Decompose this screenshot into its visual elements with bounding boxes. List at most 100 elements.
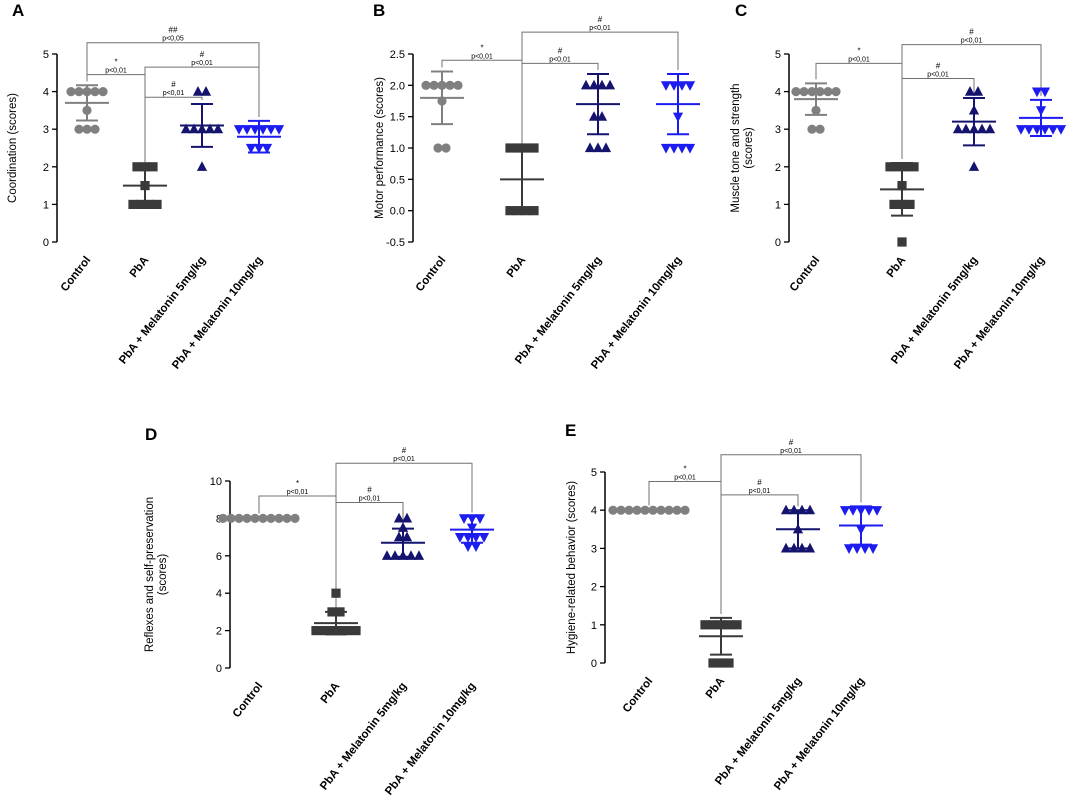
panel-d: D0246810Reflexes and self-preservation(s…	[144, 420, 520, 798]
x-tick-label: Control	[788, 254, 823, 294]
data-point	[604, 79, 616, 90]
p-value-label: p<0,01	[163, 90, 185, 97]
y-tick-label: 2	[591, 582, 597, 594]
data-point	[1039, 125, 1051, 135]
x-tick-label: PbA	[885, 254, 909, 280]
data-point	[815, 87, 825, 97]
data-point	[823, 87, 833, 97]
data-point	[470, 533, 482, 543]
data-point	[327, 626, 337, 636]
data-point	[660, 143, 672, 154]
data-point	[529, 206, 539, 216]
data-point	[960, 123, 972, 134]
significance-symbol: #	[757, 478, 762, 487]
data-point	[815, 124, 825, 134]
data-point	[588, 79, 600, 90]
data-point	[968, 161, 980, 171]
panel-b: B -0.5 0.0 0.5 1.0 1.5 2.0 2.5 Motor performance…	[365, 0, 705, 372]
y-axis-title: Motor performance (scores)	[374, 77, 386, 219]
data-point	[1015, 125, 1027, 135]
data-point	[241, 125, 253, 135]
data-point	[1031, 87, 1043, 98]
data-point	[441, 143, 451, 153]
x-tick-label: Control	[231, 680, 266, 720]
data-point	[791, 87, 801, 97]
y-tick-label: 4	[43, 87, 49, 99]
p-value-label: p<0,01	[105, 68, 127, 75]
data-point	[831, 87, 841, 97]
p-value-label: p<0,01	[287, 489, 309, 496]
data-point	[204, 123, 216, 134]
x-tick-label: PbA + Melatonin 10mg/kg	[589, 254, 684, 371]
data-point	[596, 79, 608, 90]
significance-symbol: *	[857, 46, 860, 55]
data-point	[188, 123, 200, 134]
x-tick-label: Control	[59, 254, 94, 294]
data-point	[964, 86, 976, 96]
y-tick-label: 3	[591, 543, 597, 555]
x-tick-label: Control	[621, 675, 656, 715]
significance-bracket	[901, 44, 1042, 160]
significance-bracket	[335, 462, 473, 608]
data-point	[319, 626, 329, 636]
data-point	[863, 506, 875, 516]
significance-bracket	[720, 454, 862, 614]
x-tick-label: Control	[414, 254, 449, 294]
y-axis-title: Hygiene-related behavior (scores)	[566, 481, 578, 654]
panel-a: A 0 1 2 3 4 5 Coordination (scores) Control PbA Pb…	[0, 0, 340, 372]
y-axis-title: Coordination (scores)	[7, 93, 19, 203]
y-tick-label: 0	[43, 237, 49, 249]
y-tick-label: 1.0	[390, 143, 405, 155]
significance-symbol: *	[683, 465, 686, 474]
data-point	[608, 505, 618, 515]
y-tick-label: 5	[591, 467, 597, 479]
significance-bracket	[901, 77, 975, 160]
data-point	[905, 199, 915, 209]
data-point	[335, 626, 345, 636]
data-point	[839, 506, 851, 516]
data-point	[909, 162, 919, 172]
panel-e: E 0 1 2 3 4 5 Hygiene-related behavior (scores)…	[565, 420, 945, 795]
data-point	[453, 80, 463, 90]
p-value-label: p<0,01	[674, 475, 696, 482]
y-tick-label: 2.0	[390, 80, 405, 92]
data-point	[433, 143, 443, 153]
y-tick-label: 4	[775, 87, 781, 99]
data-point	[952, 123, 964, 134]
data-point	[478, 533, 490, 543]
data-point	[724, 620, 734, 630]
data-point	[847, 506, 859, 516]
x-tick-label: PbA	[704, 675, 728, 701]
data-point	[128, 199, 138, 209]
chart-b: B -0.5 0.0 0.5 1.0 1.5 2.0 2.5 Motor performance…	[373, 1, 700, 372]
data-point	[389, 550, 401, 560]
data-point	[261, 143, 273, 154]
data-point	[859, 544, 871, 554]
data-point	[1047, 125, 1059, 135]
y-tick-label: -0.5	[386, 237, 405, 249]
significance-bracket	[815, 62, 903, 160]
data-point	[684, 143, 696, 154]
data-point	[616, 505, 626, 515]
y-axis-title-line: (scores)	[743, 127, 755, 169]
x-tick-label: PbA + Melatonin 5mg/kg	[513, 254, 604, 366]
y-axis-title-line: Muscle tone and strength	[730, 83, 742, 212]
panel-c: C 0 1 2 3 4 5 Muscle tone and strength(scores) C…	[730, 0, 1084, 372]
data-point	[192, 86, 204, 96]
data-point	[1031, 125, 1043, 135]
data-point	[343, 626, 353, 636]
y-axis-title-line: Hygiene-related behavior (scores)	[566, 481, 578, 654]
data-point	[180, 123, 192, 134]
y-tick-label: 5	[775, 49, 781, 61]
data-point	[405, 550, 417, 560]
significance-symbol: *	[480, 43, 483, 52]
data-point	[897, 237, 907, 247]
y-tick-label: 3	[775, 124, 781, 136]
data-point	[780, 542, 792, 553]
data-point	[588, 111, 600, 121]
data-point	[672, 505, 682, 515]
y-tick-label: 0.0	[390, 206, 405, 218]
chart-e: E 0 1 2 3 4 5 Hygiene-related behavior (scores)…	[565, 421, 883, 793]
significance-symbol: #	[558, 46, 563, 55]
